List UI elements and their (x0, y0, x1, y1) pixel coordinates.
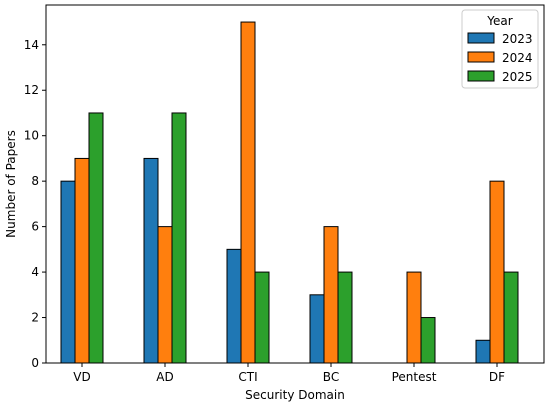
bar-cti-2023 (226, 248, 242, 364)
bar-ad-2023 (143, 157, 159, 364)
legend-label: 2025 (502, 70, 533, 84)
legend-title: Year (486, 14, 512, 28)
legend-label: 2023 (502, 32, 533, 46)
bar-vd-2023 (60, 180, 76, 364)
y-tick-label: 6 (31, 220, 39, 234)
y-tick-label: 0 (31, 356, 39, 370)
bar-df-2024 (489, 180, 505, 364)
y-tick-label: 12 (24, 83, 39, 97)
legend-box (461, 9, 539, 89)
bar-ad-2025 (171, 112, 187, 364)
bar-cti-2024 (240, 21, 256, 364)
x-axis-ticks: VD AD CTI BC Pentest DF (73, 363, 505, 384)
bar-ad-2024 (157, 226, 173, 364)
x-tick-label: VD (73, 370, 90, 384)
legend-swatch (467, 32, 495, 44)
legend-swatch (467, 51, 495, 63)
bar-bc-2025 (337, 271, 353, 364)
bar-vd-2025 (88, 112, 104, 364)
y-tick-label: 14 (24, 38, 39, 52)
bar-bc-2024 (323, 226, 339, 364)
bar-df-2025 (503, 271, 519, 364)
bar-df-2023 (475, 339, 491, 364)
y-tick-label: 4 (31, 265, 39, 279)
bar-vd-2024 (74, 157, 90, 364)
plot-frame (45, 4, 545, 364)
legend: Year 2023 2024 2025 (461, 9, 539, 89)
y-tick-label: 10 (24, 129, 39, 143)
bar-pentest-2025 (420, 317, 436, 364)
legend-swatch (467, 70, 495, 82)
bar-cti-2025 (254, 271, 270, 364)
bar-pentest-2024 (406, 271, 422, 364)
bar-bc-2023 (309, 294, 325, 364)
x-tick-label: Pentest (392, 370, 437, 384)
x-tick-label: AD (156, 370, 173, 384)
bars-group (60, 21, 519, 364)
y-axis-ticks: 0 2 4 6 8 10 12 14 (24, 38, 46, 370)
x-tick-label: CTI (238, 370, 257, 384)
y-tick-label: 2 (31, 311, 39, 325)
plot-area (46, 5, 544, 363)
legend-label: 2024 (502, 51, 533, 65)
x-tick-label: DF (489, 370, 505, 384)
x-axis-label: Security Domain (245, 388, 345, 402)
y-tick-label: 8 (31, 174, 39, 188)
y-axis-label: Number of Papers (4, 130, 18, 238)
x-tick-label: BC (323, 370, 339, 384)
